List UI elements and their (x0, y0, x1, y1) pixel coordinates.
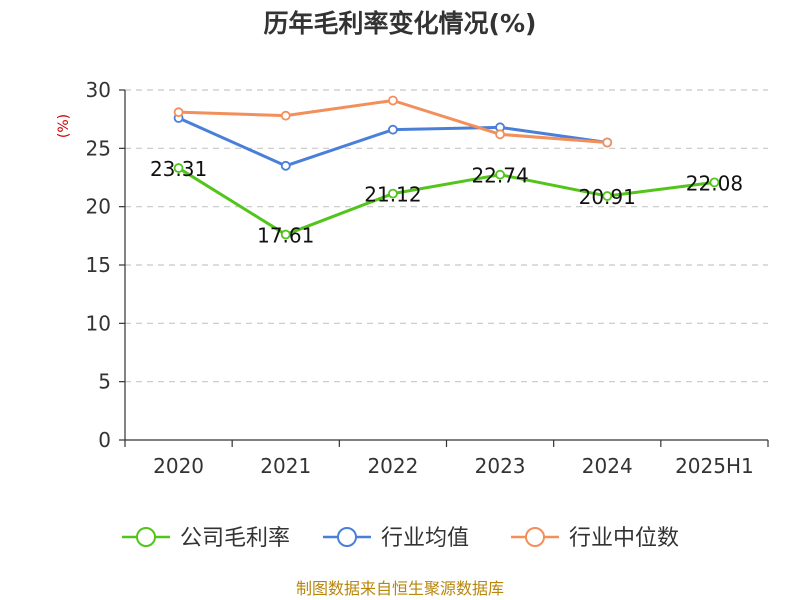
legend-item-0[interactable]: 公司毛利率 (122, 526, 290, 551)
y-tick-label-15: 15 (86, 253, 111, 277)
series-lines (173, 95, 720, 240)
series-0-point-2021 (280, 229, 291, 240)
legend-item-2[interactable]: 行业中位数 (511, 526, 679, 551)
series-line-2 (178, 99, 608, 144)
y-tick-label-30: 30 (86, 78, 111, 102)
x-tick-label-2025H1: 2025H1 (675, 454, 754, 478)
chart-title: 历年毛利率变化情况(%) (264, 9, 537, 38)
y-tick-label-5: 5 (98, 370, 111, 394)
y-tick-label-0: 0 (98, 428, 111, 452)
legend-marker-1 (337, 527, 357, 547)
x-tick-label-2020: 2020 (153, 454, 204, 478)
y-tick-label-10: 10 (86, 311, 111, 335)
data-label-2024: 20.91 (579, 185, 636, 209)
series-0-point-2024 (602, 191, 613, 201)
data-label-2023: 22.74 (471, 164, 528, 188)
legend-item-1[interactable]: 行业均值 (323, 526, 469, 551)
series-2-point-2023 (495, 129, 505, 140)
series-2-point-2020 (173, 107, 184, 118)
grid-lines (125, 89, 768, 383)
y-tick-label-20: 20 (86, 195, 111, 219)
series-0-point-2023 (495, 169, 505, 180)
series-0-point-2025H1 (709, 177, 720, 188)
series-2-point-2021 (280, 110, 291, 121)
series-1-point-2021 (280, 160, 291, 171)
data-label-2020: 23.31 (150, 157, 207, 181)
legend-label-2: 行业中位数 (569, 526, 679, 551)
legend-label-1: 行业均值 (381, 526, 469, 551)
series-1-point-2022 (388, 124, 398, 135)
legend-marker-0 (136, 527, 156, 547)
source-note: 制图数据来自恒生聚源数据库 (296, 579, 504, 598)
series-2-point-2022 (388, 95, 398, 106)
data-label-2025H1: 22.08 (686, 171, 743, 195)
legend-label-0: 公司毛利率 (180, 526, 290, 551)
y-axis-label: (%) (56, 114, 72, 138)
x-tick-label-2021: 2021 (260, 454, 311, 478)
x-tick-label-2023: 2023 (475, 454, 526, 478)
data-label-2021: 17.61 (257, 224, 314, 248)
series-2-point-2024 (602, 137, 613, 148)
x-tick-label-2024: 2024 (582, 454, 633, 478)
x-tick-label-2022: 2022 (367, 454, 418, 478)
series-0-point-2022 (388, 188, 398, 199)
axes: 0 5 10 15 20 25 30 2020 2021 2022 2023 2024 2025H1 (86, 78, 769, 478)
y-tick-label-25: 25 (86, 136, 111, 160)
data-label-2022: 21.12 (364, 183, 421, 207)
legend-marker-2 (525, 527, 545, 547)
series-line-0 (177, 166, 715, 237)
legend[interactable]: 公司毛利率 行业均值 行业中位数 (122, 526, 679, 551)
series-0-point-2020 (173, 163, 184, 173)
data-labels: 23.31 17.61 21.12 22.74 20.91 22.08 (150, 157, 743, 248)
